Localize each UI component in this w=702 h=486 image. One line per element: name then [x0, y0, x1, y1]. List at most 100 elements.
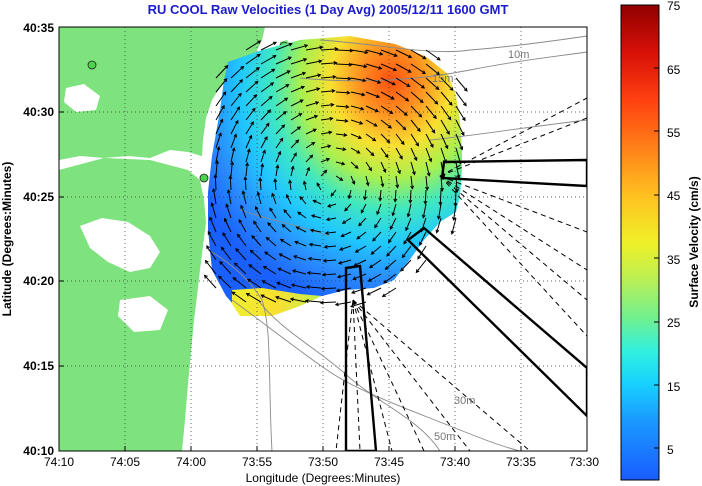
- velocity-vector: [400, 259, 412, 272]
- velocity-vector-head: [249, 249, 254, 254]
- velocity-vector-head: [397, 170, 401, 175]
- velocity-vector-head: [416, 128, 421, 133]
- velocity-vector: [422, 203, 427, 218]
- velocity-vector: [290, 86, 305, 93]
- velocity-vector-head: [279, 137, 284, 142]
- velocity-vector: [320, 158, 330, 163]
- x-tick-label: 73:50: [308, 455, 338, 469]
- velocity-vector: [260, 150, 266, 163]
- velocity-vector-head: [325, 157, 331, 162]
- velocity-vector: [350, 63, 367, 68]
- velocity-vector: [324, 245, 337, 248]
- velocity-vector: [271, 193, 277, 205]
- velocity-vector: [455, 133, 463, 150]
- velocity-vector-head: [357, 135, 363, 139]
- velocity-vector: [410, 63, 426, 74]
- velocity-vector-head: [245, 292, 250, 297]
- velocity-vector: [425, 175, 428, 190]
- x-tick-marks: [58, 446, 588, 451]
- velocity-vector-head: [224, 64, 229, 69]
- velocity-vector: [350, 77, 366, 82]
- velocity-vector: [215, 91, 227, 107]
- velocity-vector-head: [330, 102, 335, 107]
- velocity-vector: [425, 91, 438, 105]
- velocity-vector: [335, 105, 349, 108]
- velocity-vector: [453, 203, 457, 220]
- velocity-vector-head: [375, 94, 381, 98]
- velocity-vector-head: [254, 80, 259, 85]
- velocity-vector: [354, 259, 367, 267]
- velocity-vector: [311, 215, 322, 219]
- velocity-vector-head: [323, 169, 328, 174]
- velocity-vector-head: [366, 291, 371, 296]
- velocity-vector-head: [309, 228, 314, 233]
- colorbar-tick-label: 25: [667, 316, 681, 330]
- velocity-vector-head: [276, 281, 281, 286]
- velocity-vector-head: [270, 82, 275, 87]
- velocity-vector-head: [278, 253, 283, 257]
- velocity-vector-head: [334, 302, 339, 307]
- velocity-vector-head: [221, 104, 225, 109]
- velocity-vector: [275, 84, 289, 93]
- velocity-vector-head: [346, 90, 351, 95]
- velocity-vector-head: [302, 180, 307, 185]
- velocity-vector-head: [313, 114, 319, 119]
- velocity-vector: [231, 291, 247, 303]
- velocity-vector-head: [458, 160, 462, 165]
- velocity-vector-head: [262, 149, 266, 154]
- velocity-vector-head: [261, 280, 266, 284]
- velocity-vector: [344, 203, 352, 212]
- velocity-vector: [455, 161, 460, 178]
- velocity-vector: [372, 231, 382, 242]
- x-tick-label: 74:05: [110, 455, 140, 469]
- velocity-vector: [350, 301, 367, 308]
- velocity-vector-head: [410, 185, 415, 190]
- colorbar-tick-label: 55: [667, 126, 681, 140]
- velocity-vector: [440, 147, 447, 163]
- velocity-vector: [425, 77, 440, 90]
- velocity-vector: [307, 272, 322, 275]
- colorbar-tick-label: 75: [667, 0, 681, 13]
- velocity-vector-head: [203, 274, 208, 279]
- velocity-vector-head: [459, 146, 464, 151]
- velocity-vector: [395, 175, 399, 188]
- velocity-vector: [230, 161, 233, 177]
- velocity-vector-head: [316, 182, 321, 187]
- velocity-vector: [390, 217, 397, 230]
- velocity-vector: [293, 255, 307, 261]
- velocity-vector: [410, 147, 418, 161]
- velocity-vector: [370, 245, 382, 255]
- velocity-vector: [320, 131, 332, 135]
- velocity-vector: [274, 179, 277, 191]
- velocity-vector-head: [233, 262, 238, 267]
- velocity-vector: [353, 273, 367, 280]
- y-tick-label: 40:10: [23, 444, 54, 458]
- velocity-vector-head: [251, 235, 256, 240]
- velocity-vector-head: [250, 121, 254, 126]
- velocity-vector-head: [218, 132, 222, 137]
- velocity-vector-head: [387, 239, 392, 244]
- velocity-vector-head: [432, 115, 437, 120]
- velocity-vector-head: [222, 91, 227, 96]
- x-tick-label: 73:30: [569, 455, 599, 469]
- velocity-vector: [335, 63, 352, 66]
- velocity-vector-head: [463, 87, 468, 92]
- velocity-vector-head: [370, 251, 375, 255]
- velocity-vector-head: [384, 154, 389, 159]
- velocity-vector: [230, 66, 244, 79]
- velocity-vector-head: [389, 225, 394, 230]
- velocity-vector: [320, 90, 335, 93]
- velocity-vector-head: [230, 160, 235, 166]
- velocity-vector-head: [340, 233, 345, 238]
- velocity-vector: [281, 224, 292, 233]
- x-tick-label: 74:10: [44, 455, 74, 469]
- velocity-vector-head: [425, 186, 430, 191]
- velocity-vector-head: [362, 78, 367, 83]
- velocity-vector: [380, 175, 384, 187]
- velocity-vector-head: [228, 174, 233, 180]
- velocity-vector: [290, 58, 307, 65]
- velocity-vector: [248, 264, 262, 275]
- velocity-vector: [259, 178, 262, 191]
- velocity-vector: [316, 182, 322, 191]
- velocity-vector: [245, 108, 256, 121]
